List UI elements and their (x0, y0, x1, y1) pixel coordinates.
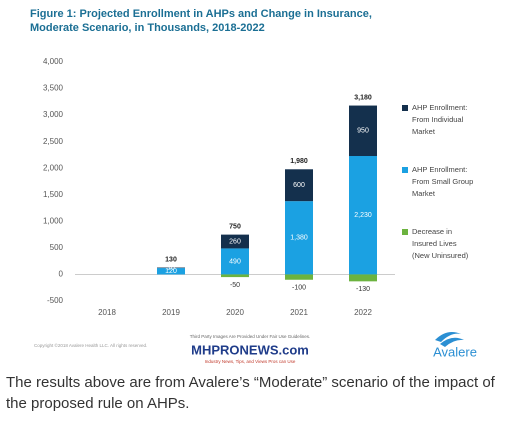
data-label: 490 (229, 258, 241, 265)
bar-segment (285, 169, 313, 202)
data-label: 10 (167, 265, 175, 272)
x-tick-label: 2021 (290, 308, 308, 317)
bar-segment (285, 201, 313, 275)
logo-icon (435, 332, 464, 347)
bar-segment (349, 105, 377, 157)
y-tick-label: 3,500 (43, 84, 64, 93)
x-tick-label: 2018 (98, 308, 116, 317)
watermark-brand: MHPRONEWS.com (191, 342, 309, 357)
y-tick-label: 0 (59, 270, 64, 279)
x-tick-label: 2019 (162, 308, 180, 317)
y-tick-label: 4,000 (43, 57, 64, 66)
copyright: Copyright ©2018 Avalere Health LLC. All … (34, 342, 147, 348)
caption: The results above are from Avalere’s “Mo… (6, 374, 495, 412)
legend-label: AHP Enrollment: From Individual Market (412, 103, 467, 136)
y-tick-label: 1,500 (43, 190, 64, 199)
bar-segment (221, 234, 249, 249)
total-label: 130 (165, 256, 177, 263)
data-label: 600 (293, 182, 305, 189)
data-label: 120 (165, 268, 177, 275)
data-label: 950 (357, 128, 369, 135)
data-label: -100 (292, 285, 306, 292)
chart-background (0, 0, 511, 366)
legend-label: Decrease in Insured Lives (New Uninsured) (412, 227, 469, 260)
x-tick-label: 2022 (354, 308, 372, 317)
chart-title: Figure 1: Projected Enrollment in AHPs a… (30, 8, 372, 34)
legend-label: AHP Enrollment: From Small Group Market (412, 165, 473, 198)
bar-segment (285, 274, 313, 280)
bar-segment (157, 267, 185, 269)
total-label: 1,980 (290, 158, 308, 165)
y-tick-label: 1,000 (43, 216, 64, 225)
total-label: 750 (229, 223, 241, 230)
y-tick-label: 3,000 (43, 110, 64, 119)
data-label: 1,380 (290, 235, 308, 242)
data-label: -50 (230, 282, 240, 289)
y-tick-label: -500 (47, 296, 64, 305)
data-label: 260 (229, 238, 241, 245)
bar-segment (157, 268, 185, 275)
legend-swatch (402, 229, 408, 235)
data-label: -130 (356, 286, 370, 293)
watermark-notice: Third Party Images Are Provided Under Fa… (190, 334, 311, 339)
legend-swatch (402, 167, 408, 173)
bar-segment (221, 248, 249, 275)
bar-segment (349, 156, 377, 275)
y-tick-label: 2,000 (43, 163, 64, 172)
x-tick-label: 2020 (226, 308, 244, 317)
legend-swatch (402, 105, 408, 111)
y-tick-label: 2,500 (43, 137, 64, 146)
total-label: 3,180 (354, 94, 372, 101)
data-label: 2,230 (354, 212, 372, 219)
chart: Figure 1: Projected Enrollment in AHPs a… (0, 0, 511, 366)
logo: Avalere (433, 344, 477, 359)
bar-segment (221, 274, 249, 278)
y-tick-label: 500 (50, 243, 64, 252)
bar-segment (349, 274, 377, 282)
watermark-tagline: Industry News, Tips, and Views Pros can … (205, 359, 296, 364)
